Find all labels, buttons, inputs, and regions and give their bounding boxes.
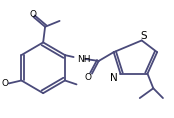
Text: NH: NH	[77, 55, 91, 63]
Text: N: N	[110, 73, 118, 83]
Text: O: O	[29, 10, 36, 19]
Text: O: O	[2, 79, 9, 88]
Text: S: S	[140, 31, 147, 41]
Text: O: O	[85, 73, 92, 82]
